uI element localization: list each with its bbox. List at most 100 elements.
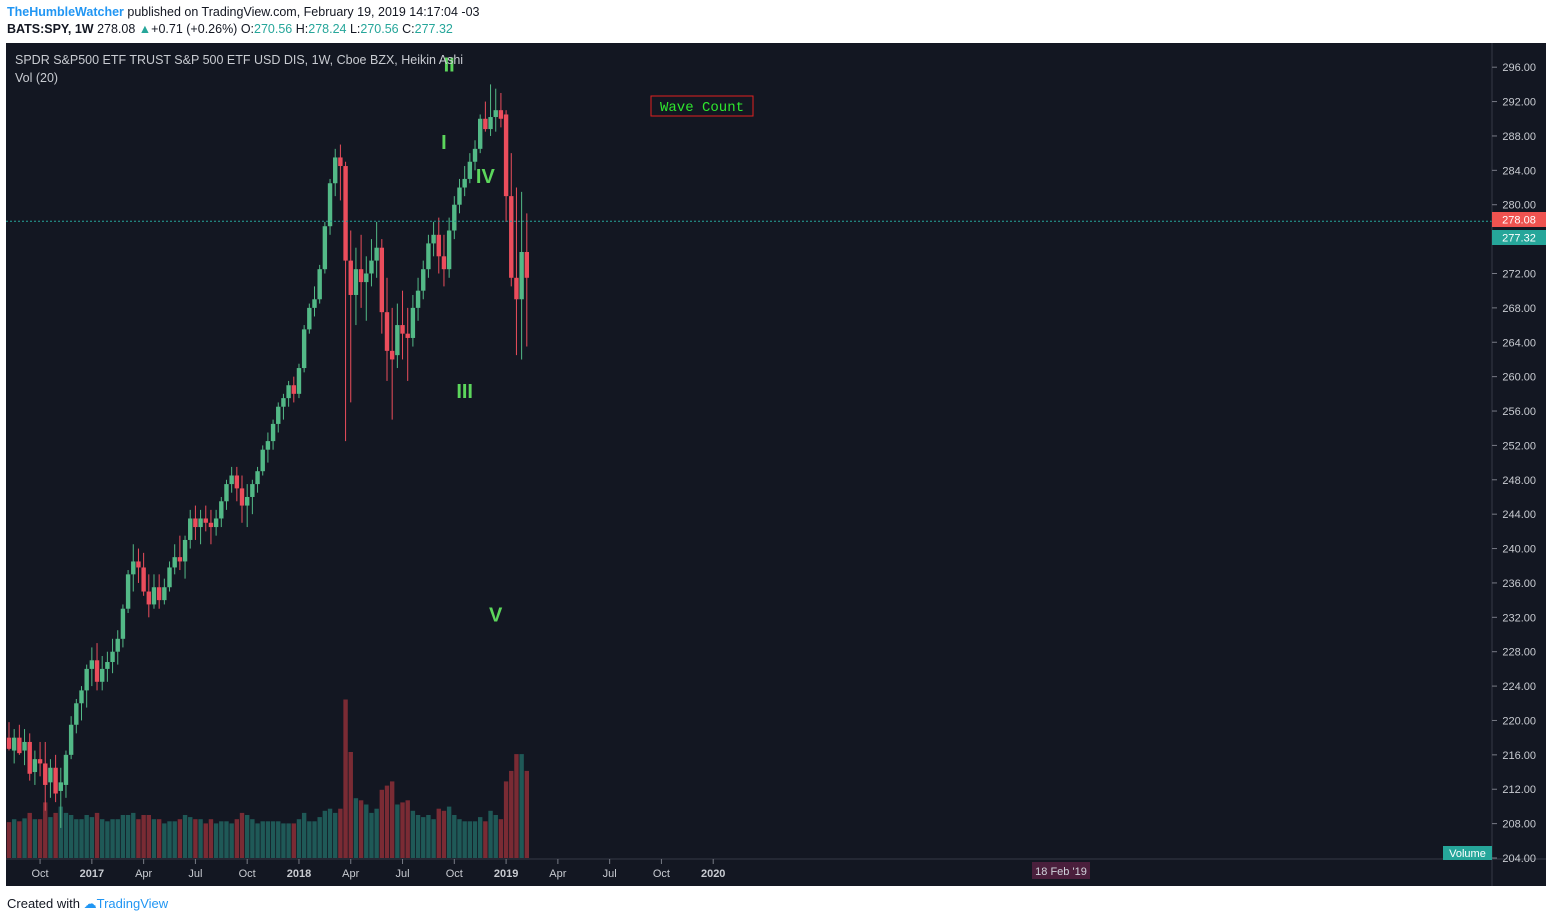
candle-body — [141, 567, 146, 592]
volume-bar — [110, 819, 115, 858]
author-link[interactable]: TheHumbleWatcher — [7, 5, 124, 19]
candle-body — [327, 183, 333, 227]
volume-bar — [364, 804, 369, 858]
candle-body — [509, 196, 514, 278]
volume-bar — [503, 781, 509, 858]
volume-bar — [317, 817, 322, 858]
volume-bar — [48, 817, 53, 858]
candle-body — [338, 157, 343, 167]
price-axis[interactable]: 296.00292.00288.00284.00280.00276.00272.… — [1492, 62, 1536, 865]
volume-bar — [244, 815, 250, 858]
volume-bar — [462, 821, 467, 858]
candle-body — [426, 243, 431, 270]
low-value: 270.56 — [360, 22, 399, 36]
candle-body — [53, 767, 58, 794]
wave-label: V — [489, 605, 503, 627]
candle-body — [364, 273, 369, 283]
volume-bar — [426, 815, 431, 858]
candle-body — [281, 398, 286, 407]
candle-body — [22, 741, 27, 751]
volume-bar — [498, 819, 504, 858]
footer-brand[interactable]: TradingView — [96, 896, 169, 911]
volume-bar — [125, 815, 131, 858]
volume-bar — [389, 781, 395, 858]
high-value: 278.24 — [308, 22, 347, 36]
candle-body — [467, 161, 473, 179]
x-tick-label: Oct — [239, 868, 256, 880]
x-tick-label: Oct — [32, 868, 49, 880]
volume-bar — [115, 819, 120, 858]
candle-body — [234, 475, 240, 489]
price-tag-green: 277.32 — [1492, 230, 1546, 245]
candle-body — [322, 226, 328, 270]
y-tick-label: 236.00 — [1502, 578, 1536, 590]
volume-bar — [343, 699, 348, 858]
candle-body — [250, 484, 255, 497]
candle-body — [43, 763, 48, 785]
candle-body — [389, 350, 395, 360]
candle-body — [151, 587, 157, 605]
candle-body — [48, 767, 53, 783]
volume-bar — [431, 819, 436, 858]
volume-bar — [151, 819, 157, 858]
candle-body — [462, 178, 467, 188]
candle-body — [146, 591, 152, 605]
volume-bar — [405, 800, 410, 858]
volume-bar — [338, 808, 343, 858]
volume-bar — [68, 815, 74, 858]
wave-count-box — [650, 95, 754, 117]
x-tick-label: 2020 — [701, 868, 725, 880]
volume-bar — [84, 815, 89, 858]
candle-body — [229, 475, 234, 485]
volume-bar — [312, 821, 317, 858]
candle-body — [136, 561, 141, 568]
volume-bar — [488, 810, 493, 858]
volume-bar — [281, 823, 286, 858]
volume-bar — [348, 752, 353, 858]
volume-bar — [514, 754, 519, 858]
y-tick-label: 232.00 — [1502, 612, 1536, 624]
volume-bar — [421, 817, 426, 858]
y-tick-label: 256.00 — [1502, 406, 1536, 418]
volume-bar — [27, 812, 32, 858]
time-axis[interactable]: Oct 2017 Apr Jul Oct 2018 Apr Jul Oct 2019 Apr Jul O… — [32, 859, 726, 880]
volume-bar — [441, 810, 447, 858]
candle-body — [410, 307, 416, 338]
y-tick-label: 224.00 — [1502, 681, 1536, 693]
volume-bar — [384, 785, 390, 858]
x-tick-label: Jul — [603, 868, 617, 880]
candle-body — [296, 368, 302, 394]
volume-bar — [11, 819, 17, 858]
x-tick-label: 2018 — [287, 868, 311, 880]
volume-bar — [483, 821, 488, 858]
volume-bar — [400, 802, 405, 858]
y-tick-label: 212.00 — [1502, 784, 1536, 796]
candle-body — [244, 496, 250, 506]
candle-body — [358, 269, 364, 283]
volume-tag-text: Volume — [1449, 848, 1486, 860]
candle-body — [167, 567, 172, 588]
y-tick-label: 296.00 — [1502, 62, 1536, 74]
candle-body — [131, 561, 136, 575]
volume-bar — [286, 823, 291, 858]
volume-bar — [327, 808, 333, 858]
close-value: 277.32 — [414, 22, 453, 36]
y-tick-label: 248.00 — [1502, 475, 1536, 487]
volume-bar — [32, 819, 38, 858]
volume-bar — [446, 806, 452, 858]
candle-body — [89, 660, 95, 669]
candle-body — [291, 385, 296, 394]
volume-bar — [74, 819, 79, 858]
open-value: 270.56 — [254, 22, 293, 36]
tradingview-logo-icon[interactable]: ☁ — [83, 896, 97, 911]
candle-body — [110, 651, 115, 663]
volume-tag: Volume — [1443, 846, 1492, 860]
current-date-text: 18 Feb '19 — [1035, 866, 1087, 878]
volume-bar — [219, 821, 224, 858]
candle-body — [348, 260, 353, 295]
volume-bar — [353, 798, 359, 858]
wave-label: III — [456, 381, 473, 403]
candle-body — [79, 690, 84, 704]
